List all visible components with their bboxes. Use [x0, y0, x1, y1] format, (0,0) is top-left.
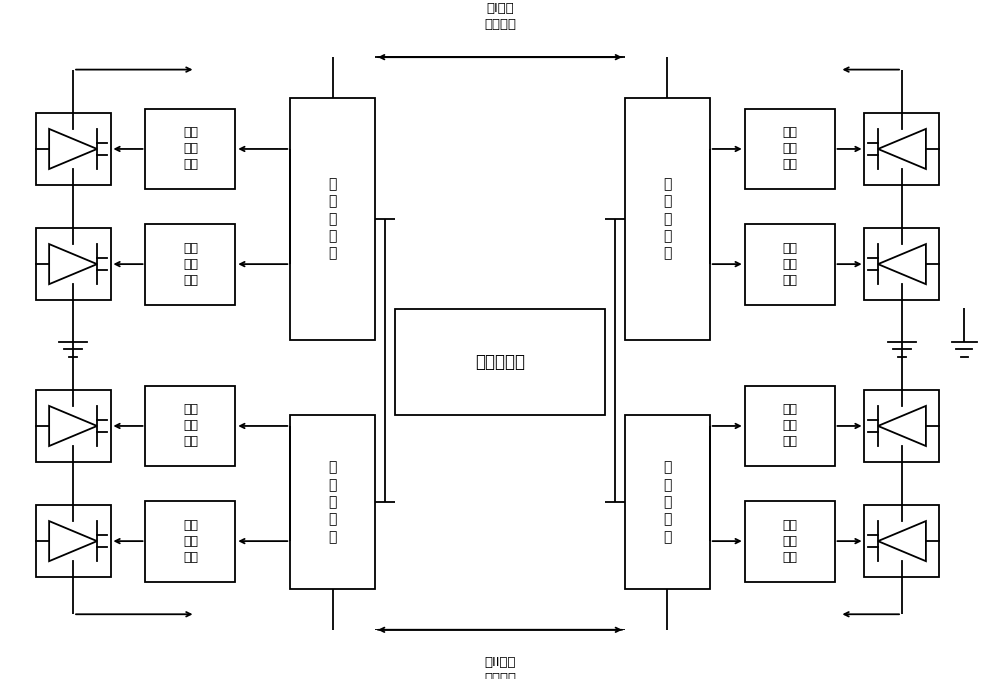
- Text: 阀组
控制
单元: 阀组 控制 单元: [183, 403, 198, 448]
- Bar: [625, 98, 710, 340]
- Bar: [745, 109, 835, 189]
- Bar: [625, 415, 710, 589]
- Text: 极
控
制
单
元: 极 控 制 单 元: [329, 460, 337, 544]
- Text: 阀组
控制
单元: 阀组 控制 单元: [782, 403, 797, 448]
- Text: 极
控
制
单
元: 极 控 制 单 元: [663, 177, 671, 261]
- Bar: [864, 505, 939, 577]
- Bar: [145, 500, 235, 582]
- Bar: [745, 386, 835, 466]
- Text: 极
控
制
单
元: 极 控 制 单 元: [663, 460, 671, 544]
- Bar: [864, 228, 939, 300]
- Text: 阀组
控制
单元: 阀组 控制 单元: [183, 126, 198, 172]
- Text: 阀组
控制
单元: 阀组 控制 单元: [183, 242, 198, 287]
- Text: 阀组
控制
单元: 阀组 控制 单元: [782, 126, 797, 172]
- Bar: [745, 500, 835, 582]
- Bar: [36, 228, 111, 300]
- Bar: [745, 223, 835, 305]
- Bar: [864, 113, 939, 185]
- Bar: [145, 386, 235, 466]
- Bar: [145, 109, 235, 189]
- Bar: [145, 223, 235, 305]
- Bar: [395, 309, 605, 415]
- Text: 极II直流
输电线路: 极II直流 输电线路: [484, 656, 516, 679]
- Bar: [290, 98, 375, 340]
- Text: 阀组
控制
单元: 阀组 控制 单元: [782, 519, 797, 564]
- Bar: [36, 390, 111, 462]
- Bar: [290, 415, 375, 589]
- Text: 主控制单元: 主控制单元: [475, 353, 525, 371]
- Text: 阀组
控制
单元: 阀组 控制 单元: [183, 519, 198, 564]
- Bar: [36, 505, 111, 577]
- Text: 极I直流
输电线路: 极I直流 输电线路: [484, 2, 516, 31]
- Text: 阀组
控制
单元: 阀组 控制 单元: [782, 242, 797, 287]
- Bar: [864, 390, 939, 462]
- Bar: [36, 113, 111, 185]
- Text: 极
控
制
单
元: 极 控 制 单 元: [329, 177, 337, 261]
